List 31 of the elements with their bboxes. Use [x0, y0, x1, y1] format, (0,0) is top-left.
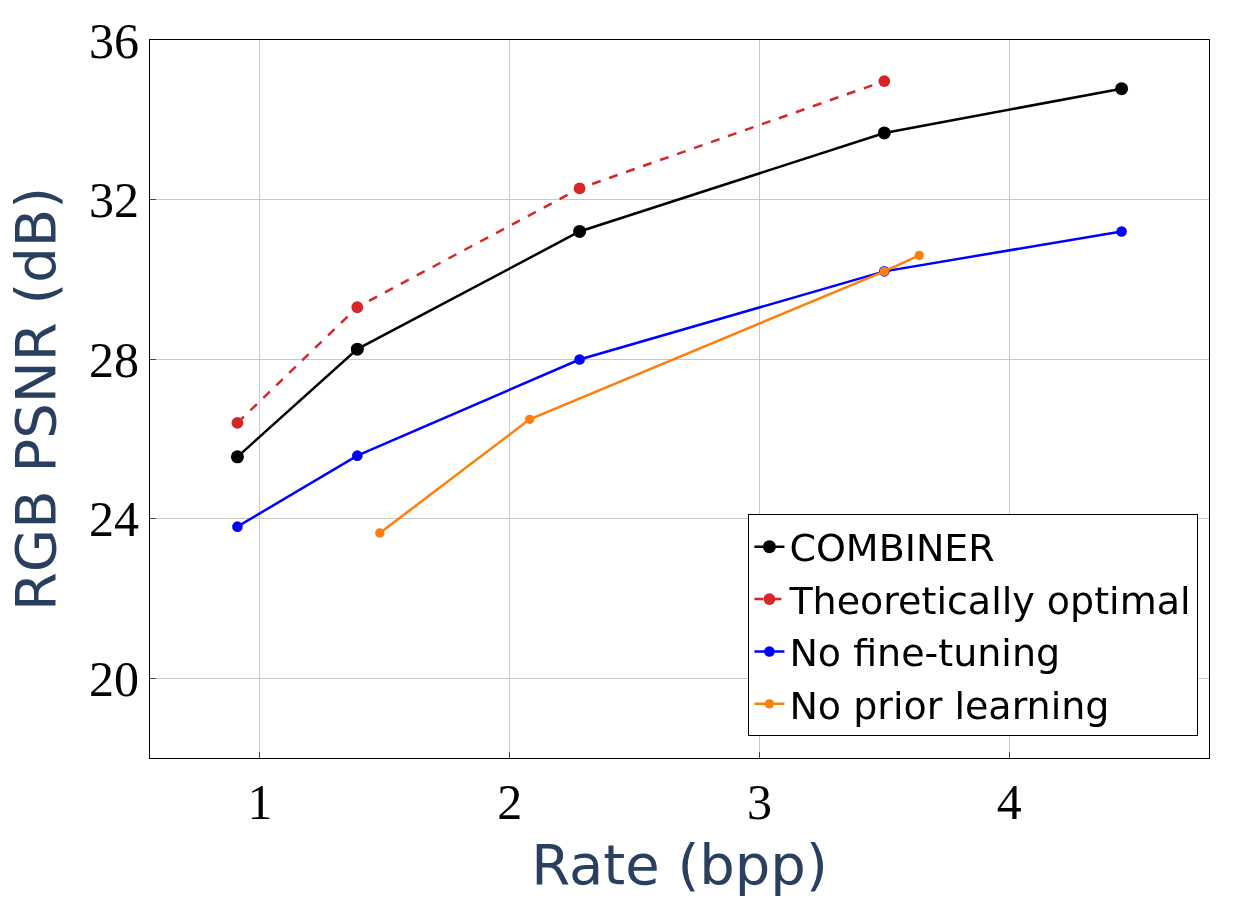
x-tick-label: 4 — [996, 774, 1022, 830]
point — [574, 354, 585, 365]
point — [1116, 226, 1127, 237]
x-tick-label: 3 — [746, 774, 772, 830]
point — [350, 342, 364, 356]
legend-label: No fine-tuning — [789, 631, 1061, 676]
point — [231, 417, 244, 429]
legend-label: COMBINER — [789, 526, 995, 571]
point — [524, 414, 535, 425]
point — [230, 450, 244, 464]
point — [1115, 82, 1129, 96]
point — [375, 528, 385, 538]
point — [573, 182, 586, 195]
y-tick-label: 32 — [89, 172, 139, 229]
y-tick-label: 20 — [89, 650, 139, 707]
y-tick-label: 36 — [89, 12, 139, 69]
point — [878, 75, 891, 87]
point — [573, 224, 587, 238]
legend-label: No prior learning — [789, 683, 1110, 728]
x-tick-label: 1 — [247, 774, 273, 830]
y-tick-label: 24 — [89, 491, 139, 548]
x-axis-title: Rate (bpp) — [531, 831, 828, 897]
legend-label: Theoretically optimal — [788, 578, 1191, 623]
y-tick-label: 28 — [89, 331, 139, 388]
point — [877, 126, 891, 140]
x-tick-label: 2 — [497, 774, 523, 830]
point — [351, 301, 364, 314]
y-axis-title: RGB PSNR (dB) — [2, 186, 68, 612]
point — [914, 250, 924, 261]
point — [232, 521, 243, 532]
point — [352, 450, 363, 461]
